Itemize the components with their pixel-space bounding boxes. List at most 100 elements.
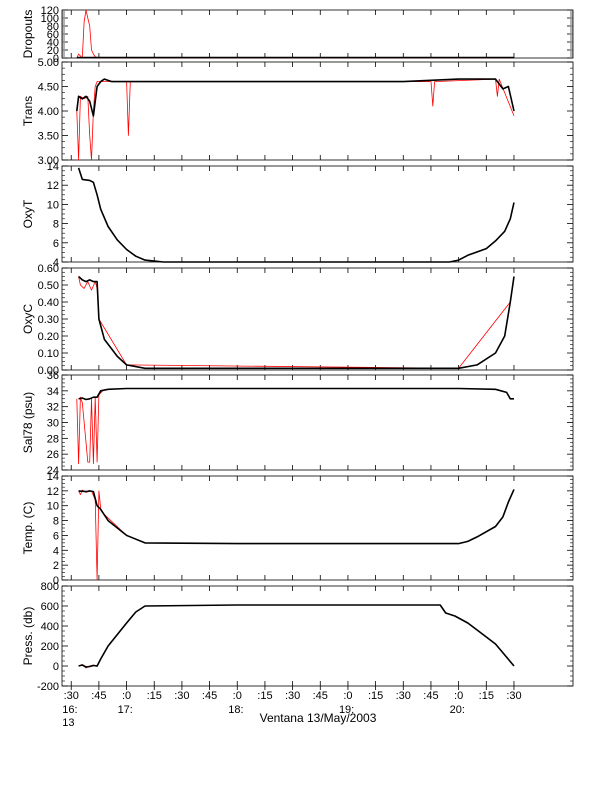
x-tick-label: :30 bbox=[506, 690, 521, 702]
hour-label: 19: bbox=[339, 704, 354, 716]
panel-frame bbox=[61, 475, 574, 581]
y-tick-label: 36 bbox=[47, 370, 59, 382]
panel-frame bbox=[61, 61, 574, 161]
y-tick-label: 0 bbox=[53, 53, 59, 65]
y-tick-label: 0.60 bbox=[38, 263, 59, 275]
panel-4: 24 26 28 30 32 34 36 Sal78 (psu) bbox=[21, 370, 574, 477]
panel-3: 0.00 0.10 0.20 0.30 0.40 0.50 0.60 OxyC bbox=[21, 263, 574, 377]
x-tick-label: :30 bbox=[396, 690, 411, 702]
y-tick-label: 100 bbox=[41, 13, 59, 25]
panel-frame bbox=[61, 9, 574, 59]
y-tick-label: 28 bbox=[47, 433, 59, 445]
y-axis-label: Trans bbox=[21, 96, 35, 126]
series-line-processed bbox=[76, 78, 515, 117]
day-label: 13 bbox=[62, 717, 74, 729]
y-tick-label: 32 bbox=[47, 402, 59, 414]
y-axis-label: Dropouts bbox=[21, 10, 35, 59]
panel-frame bbox=[61, 165, 574, 263]
series-line-raw bbox=[76, 9, 514, 59]
panel-6: -200 0 200 400 600 800 Press. (db) bbox=[21, 581, 574, 693]
y-tick-label: 800 bbox=[41, 581, 59, 593]
y-tick-label: 6 bbox=[53, 238, 59, 250]
x-tick-label: :45 bbox=[423, 690, 438, 702]
x-tick-label: :15 bbox=[147, 690, 162, 702]
y-tick-label: 26 bbox=[47, 449, 59, 461]
y-tick-label: 24 bbox=[47, 465, 59, 477]
y-tick-label: 12 bbox=[47, 486, 59, 498]
x-tick-label: :30 bbox=[174, 690, 189, 702]
panel-1: 3.00 3.50 4.00 4.50 5.00 Trans bbox=[21, 57, 574, 167]
y-tick-label: 400 bbox=[41, 621, 59, 633]
y-tick-label: 4 bbox=[53, 257, 59, 269]
x-tick-label: :15 bbox=[479, 690, 494, 702]
x-tick-label: :0 bbox=[343, 690, 352, 702]
time-axis: :30 :45 :0 :15 :30 :45 :0 :15 :30 :45 :0 :15 :30 :45:… bbox=[62, 686, 522, 729]
y-tick-label: 80 bbox=[47, 21, 59, 33]
y-tick-label: 0 bbox=[53, 661, 59, 673]
chart-panels: 020406080100120Dropouts3.003.504.004.505… bbox=[21, 5, 574, 693]
y-tick-label: 10 bbox=[47, 501, 59, 513]
x-tick-label: :0 bbox=[233, 690, 242, 702]
panel-2: 4 6 8 10 12 14 OxyT bbox=[21, 161, 574, 269]
x-tick-label: :45 bbox=[91, 690, 106, 702]
y-tick-label: 30 bbox=[47, 418, 59, 430]
y-axis-label: Temp. (C) bbox=[21, 502, 35, 555]
x-axis-label: Ventana 13/May/2003 bbox=[260, 711, 377, 725]
y-tick-label: 60 bbox=[47, 29, 59, 41]
panel-5: 0 2 4 6 8 10 12 14 Temp. (C) bbox=[21, 471, 574, 587]
y-tick-label: 0.20 bbox=[38, 331, 59, 343]
y-tick-label: 14 bbox=[47, 161, 59, 173]
y-tick-label: 0.30 bbox=[38, 314, 59, 326]
series-line-processed bbox=[77, 167, 515, 263]
y-tick-label: 4.00 bbox=[38, 106, 59, 118]
y-tick-label: 0.00 bbox=[38, 365, 59, 377]
y-tick-label: 14 bbox=[47, 471, 59, 483]
panel-frame bbox=[61, 267, 574, 371]
x-tick-label: :45 bbox=[313, 690, 328, 702]
hour-label: 18: bbox=[228, 704, 243, 716]
y-tick-label: 10 bbox=[47, 199, 59, 211]
y-tick-label: 8 bbox=[53, 219, 59, 231]
y-tick-label: -200 bbox=[37, 681, 59, 693]
y-axis-label: OxyT bbox=[21, 199, 35, 228]
series-line-raw bbox=[78, 489, 127, 581]
y-tick-label: 0 bbox=[53, 575, 59, 587]
panel-frame bbox=[61, 585, 574, 687]
y-tick-label: 4 bbox=[53, 545, 59, 557]
hour-label: 17: bbox=[118, 704, 133, 716]
x-tick-label: :0 bbox=[122, 690, 131, 702]
y-tick-label: 0.50 bbox=[38, 280, 59, 292]
x-tick-label: :30 bbox=[64, 690, 79, 702]
y-tick-label: 20 bbox=[47, 45, 59, 57]
y-axis-label: OxyC bbox=[21, 304, 35, 334]
hour-label: 16: bbox=[62, 704, 77, 716]
y-tick-label: 4.50 bbox=[38, 82, 59, 94]
y-tick-label: 12 bbox=[47, 180, 59, 192]
series-line-processed bbox=[78, 489, 515, 545]
y-axis-label: Sal78 (psu) bbox=[21, 392, 35, 453]
y-tick-label: 200 bbox=[41, 641, 59, 653]
series-line-processed bbox=[78, 387, 514, 401]
y-tick-label: 3.00 bbox=[38, 155, 59, 167]
series-line-raw bbox=[76, 78, 515, 161]
y-tick-label: 2 bbox=[53, 560, 59, 572]
series-line-raw bbox=[78, 276, 515, 369]
y-tick-label: 5.00 bbox=[38, 57, 59, 69]
y-tick-label: 6 bbox=[53, 530, 59, 542]
y-tick-label: 3.50 bbox=[38, 131, 59, 143]
y-axis-label: Press. (db) bbox=[21, 607, 35, 666]
y-tick-label: 120 bbox=[41, 5, 59, 17]
x-tick-label: :45 bbox=[202, 690, 217, 702]
x-tick-label: :15 bbox=[257, 690, 272, 702]
y-tick-label: 34 bbox=[47, 386, 59, 398]
x-tick-label: :0 bbox=[454, 690, 463, 702]
series-line-processed bbox=[78, 275, 515, 370]
y-tick-label: 0.10 bbox=[38, 348, 59, 360]
hour-label: 20: bbox=[450, 704, 465, 716]
x-tick-label: :30 bbox=[285, 690, 300, 702]
series-line-raw bbox=[76, 390, 103, 465]
y-tick-label: 600 bbox=[41, 601, 59, 613]
y-tick-label: 8 bbox=[53, 516, 59, 528]
x-tick-label: :15 bbox=[368, 690, 383, 702]
